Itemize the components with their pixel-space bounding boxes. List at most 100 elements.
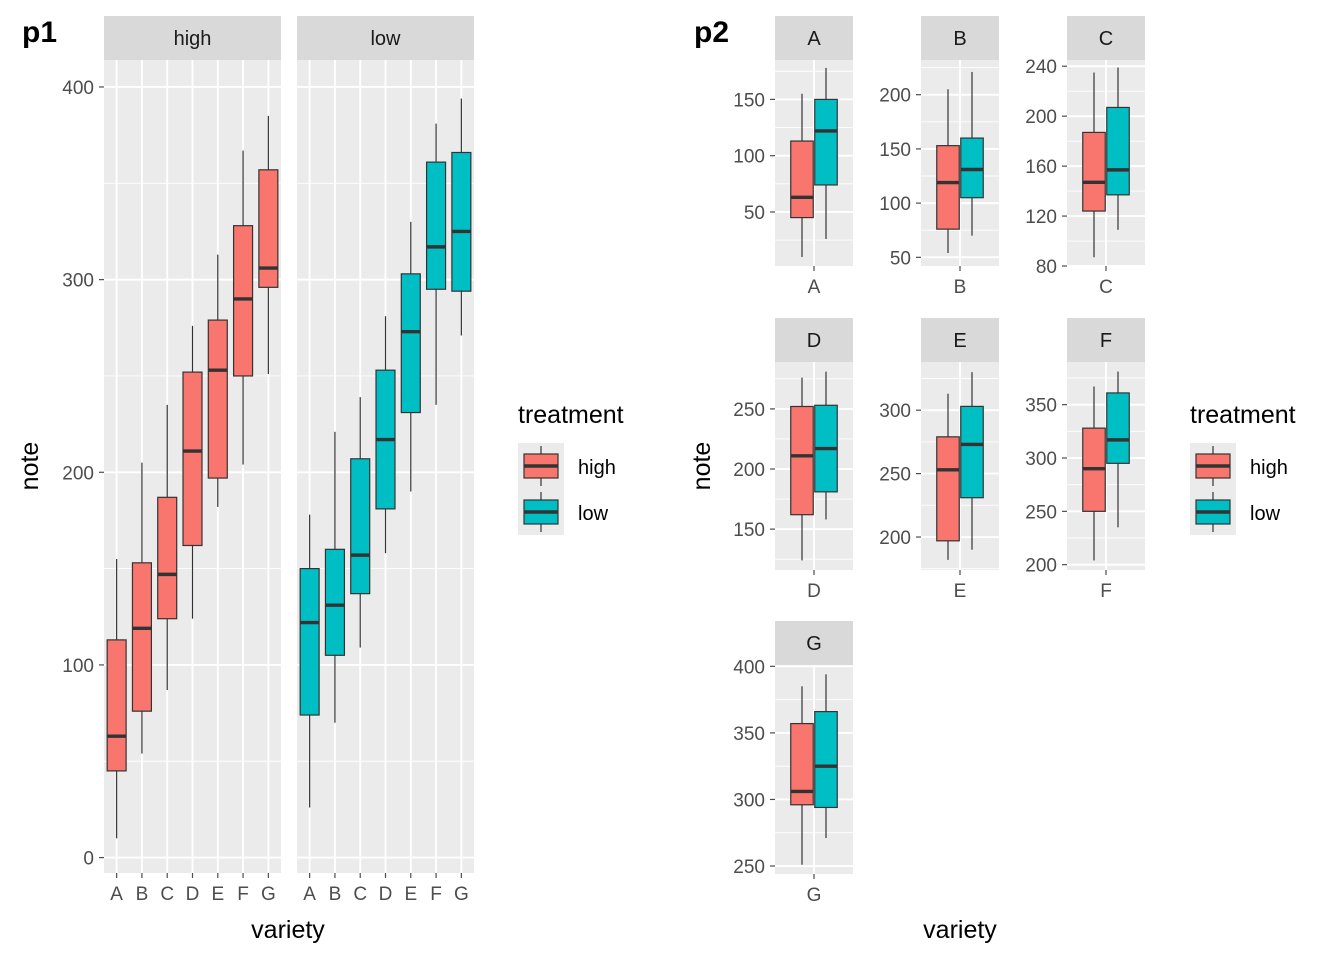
p2-G-y-tick-label: 250 [733, 857, 765, 878]
p2-C-y-tick-label: 200 [1025, 107, 1057, 128]
p2-B-y-tick-label: 50 [890, 248, 911, 269]
p2-G-box-low [814, 710, 838, 809]
p2-C-y-tick-label: 240 [1025, 57, 1057, 78]
p2-legend-label-high: high [1250, 457, 1288, 479]
p2-D-strip-label: D [807, 330, 821, 352]
p1-high-box-high-F [232, 225, 254, 377]
p2-G-x-tick-label: G [807, 885, 822, 906]
p2-D-strip [775, 318, 853, 362]
p1-high-x-tick-label: F [237, 884, 249, 905]
p2-G-y-tick-label: 400 [733, 657, 765, 678]
p1-low-strip-label: low [370, 28, 401, 50]
p2-C-x-tick-label: C [1099, 277, 1113, 298]
p2-F-y-tick-label: 300 [1025, 449, 1057, 470]
p1-low-box-low-G [451, 151, 472, 292]
p1-low-x-tick-label: G [454, 884, 469, 905]
p1-low-box-low-B [324, 548, 346, 656]
p1-legend-title: treatment [518, 401, 624, 429]
p1-high-y-tick-label: 200 [62, 463, 94, 484]
p2-C-strip [1067, 16, 1145, 60]
p2-E-strip [921, 318, 999, 362]
p2-E-y-tick-label: 300 [879, 401, 911, 422]
p1-high-y-tick-label: 0 [83, 849, 94, 870]
p1-legend: treatment high low [518, 401, 624, 535]
p1-high-y-tick-label: 300 [62, 271, 94, 292]
p1-high-x-tick-label: G [261, 884, 276, 905]
p1-low-x-tick-label: A [303, 884, 316, 905]
p2-E-y-tick-label: 250 [879, 465, 911, 486]
p2-F-x-tick-label: F [1100, 581, 1112, 602]
p2-D-box-high [790, 405, 814, 516]
p2-G-strip-label: G [806, 633, 822, 655]
p1-high-x-tick-label: C [160, 884, 174, 905]
p2-G-y-tick-label: 300 [733, 790, 765, 811]
p2-legend-title: treatment [1190, 401, 1296, 429]
p1-low-box-low-E [400, 273, 421, 414]
p2-E-y-tick-label: 200 [879, 528, 911, 549]
p1-high-x-tick-label: D [186, 884, 200, 905]
p2-G-strip [775, 621, 853, 665]
p2-C-strip-label: C [1099, 28, 1113, 50]
p1-high-x-tick-label: B [136, 884, 149, 905]
p1-high-y-tick-label: 400 [62, 78, 94, 99]
p2-D-y-tick-label: 150 [733, 520, 765, 541]
p2-D-y-tick-label: 250 [733, 400, 765, 421]
p2-x-axis-title: variety [923, 916, 997, 944]
p2-A-y-tick-label: 150 [733, 90, 765, 111]
p1-high-box-high-E [207, 319, 228, 479]
p1-high-box-high-A [106, 639, 127, 772]
p2-B-strip [921, 16, 999, 60]
p2-A-x-tick-label: A [808, 277, 821, 298]
p2-legend-keys [1190, 443, 1236, 535]
p2-B-y-tick-label: 200 [879, 86, 911, 107]
p1-low-strip [297, 16, 474, 60]
p1-legend-keys [518, 443, 564, 535]
p1-legend-label-low: low [578, 503, 609, 525]
p2-legend: treatment high low [1190, 401, 1296, 535]
p1-low-box-low-F [425, 161, 447, 290]
p2-A-box-low [814, 98, 838, 186]
p2-A-strip [775, 16, 853, 60]
p2-G-y-tick-label: 350 [733, 724, 765, 745]
p2-C-box-low [1106, 106, 1130, 196]
p2-A-y-tick-label: 50 [744, 203, 765, 224]
p1-tag: p1 [22, 16, 57, 49]
p2-B-y-tick-label: 100 [879, 194, 911, 215]
p1-y-axis-title: note [16, 442, 44, 491]
p2-legend-label-low: low [1250, 503, 1281, 525]
p1-high-box-high-D [182, 371, 203, 547]
p2-tag: p2 [694, 16, 729, 49]
p2-F-y-tick-label: 250 [1025, 502, 1057, 523]
p2-F-box-low [1106, 392, 1130, 464]
p2-E-box-low [960, 405, 984, 499]
p1-high-y-tick-label: 100 [62, 656, 94, 677]
p1-low-box-low-C [350, 458, 371, 595]
p1-legend-label-high: high [578, 457, 616, 479]
p1-low-x-tick-label: F [430, 884, 442, 905]
p1-low-x-tick-label: C [353, 884, 367, 905]
p2-B-x-tick-label: B [954, 277, 967, 298]
p2-F-strip [1067, 318, 1145, 362]
p2-y-axis-title: note [688, 442, 716, 491]
p2-A-strip-label: A [807, 28, 821, 50]
p1-high-x-tick-label: A [110, 884, 123, 905]
p1-low-x-tick-label: E [404, 884, 417, 905]
p2-C-box-high [1082, 131, 1106, 212]
p2-F-strip-label: F [1100, 330, 1112, 352]
p2-C-y-tick-label: 80 [1036, 257, 1057, 278]
p2-B-box-high [936, 145, 960, 230]
p2-B-strip-label: B [953, 28, 966, 50]
p2-A-box-high [790, 140, 814, 219]
p1-low-box-low-A [299, 568, 320, 716]
p2-D-y-tick-label: 200 [733, 460, 765, 481]
p2-E-box-high [936, 436, 960, 542]
p1-high-box-high-C [157, 496, 178, 620]
p1-low-x-tick-label: D [379, 884, 393, 905]
p2-plot: A 50 100 150 A B 50 100 150 200 B C 80 120 160 200 240 C D… [733, 16, 1145, 906]
p2-C-y-tick-label: 120 [1025, 207, 1057, 228]
p2-E-x-tick-label: E [954, 581, 967, 602]
p2-F-y-tick-label: 350 [1025, 396, 1057, 417]
p2-A-y-tick-label: 100 [733, 147, 765, 168]
